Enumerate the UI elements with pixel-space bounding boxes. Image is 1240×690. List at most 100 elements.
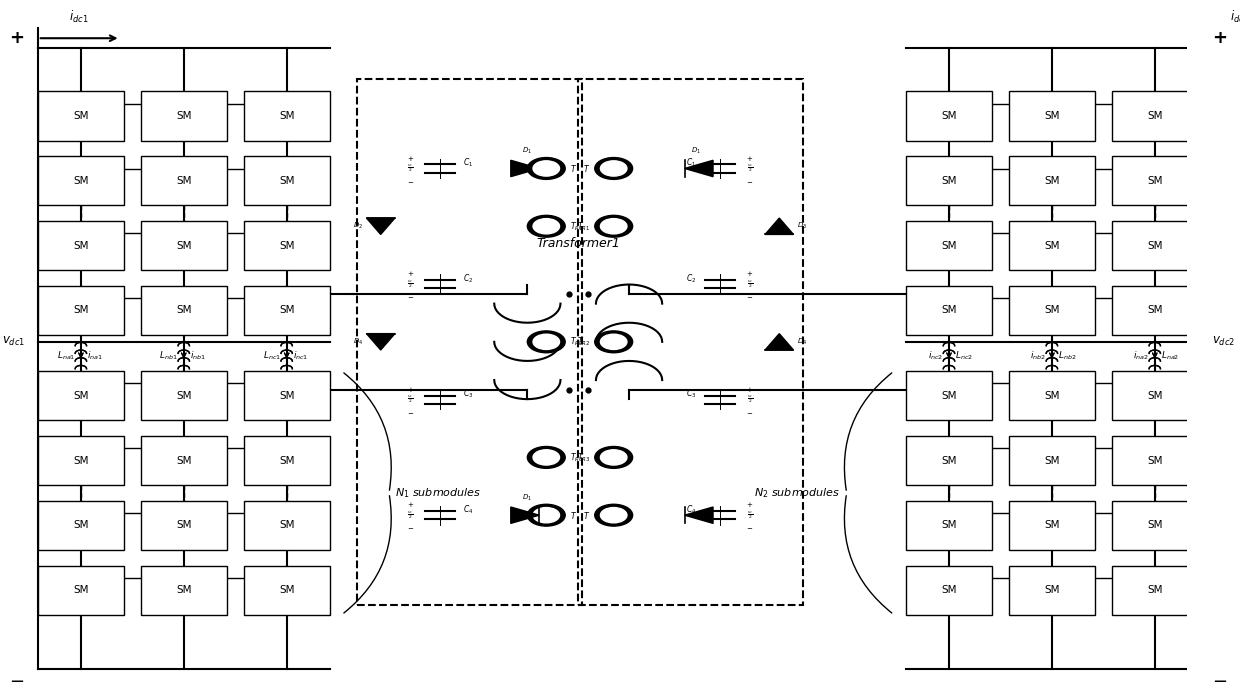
Text: $i_{na1}$: $i_{na1}$ bbox=[87, 349, 103, 362]
Polygon shape bbox=[684, 507, 713, 524]
Text: $T_{R2}$: $T_{R2}$ bbox=[570, 335, 583, 348]
Bar bbox=[1008, 221, 1095, 270]
Text: $+$: $+$ bbox=[407, 500, 414, 509]
Text: SM: SM bbox=[176, 455, 191, 466]
Text: $i_{pa2}$: $i_{pa2}$ bbox=[1133, 322, 1149, 335]
Text: $i_{pb2}$: $i_{pb2}$ bbox=[1030, 322, 1047, 335]
Text: $T_{R2}$: $T_{R2}$ bbox=[577, 335, 590, 348]
Polygon shape bbox=[367, 334, 394, 350]
Bar bbox=[1008, 156, 1095, 206]
Text: $i_{pb1}$: $i_{pb1}$ bbox=[190, 322, 206, 335]
Text: $T$: $T$ bbox=[570, 510, 577, 521]
Text: SM: SM bbox=[73, 241, 88, 250]
Text: $v_{dc1}$: $v_{dc1}$ bbox=[2, 335, 26, 348]
Text: $\frac{v_c}{2}$: $\frac{v_c}{2}$ bbox=[407, 163, 413, 174]
Text: SM: SM bbox=[279, 241, 294, 250]
Text: $-$: $-$ bbox=[1211, 671, 1226, 689]
Text: SM: SM bbox=[1044, 111, 1060, 121]
Text: $+$: $+$ bbox=[746, 385, 753, 394]
Text: SM: SM bbox=[279, 585, 294, 595]
Bar bbox=[37, 371, 124, 420]
Bar bbox=[1111, 371, 1198, 420]
Text: $i_{pc1}$: $i_{pc1}$ bbox=[293, 322, 308, 335]
Text: +: + bbox=[1211, 29, 1226, 47]
Bar bbox=[905, 221, 992, 270]
Polygon shape bbox=[511, 507, 539, 524]
Bar bbox=[1008, 501, 1095, 550]
Text: $T_{R3}$: $T_{R3}$ bbox=[570, 451, 583, 464]
Text: SM: SM bbox=[1147, 520, 1163, 531]
Text: $i_{nc1}$: $i_{nc1}$ bbox=[293, 349, 308, 362]
Text: $i_{pc2}$: $i_{pc2}$ bbox=[928, 322, 944, 335]
Bar bbox=[905, 156, 992, 206]
Text: SM: SM bbox=[941, 455, 957, 466]
Text: SM: SM bbox=[941, 241, 957, 250]
Text: SM: SM bbox=[176, 585, 191, 595]
Text: SM: SM bbox=[279, 520, 294, 531]
Text: SM: SM bbox=[73, 176, 88, 186]
Bar bbox=[1008, 371, 1095, 420]
Polygon shape bbox=[367, 218, 394, 235]
Bar bbox=[140, 221, 227, 270]
Text: $+$: $+$ bbox=[407, 385, 414, 394]
Text: $\frac{v_c}{2}$: $\frac{v_c}{2}$ bbox=[407, 278, 413, 290]
Text: SM: SM bbox=[279, 111, 294, 121]
Polygon shape bbox=[684, 160, 713, 177]
Text: $N_2$ submodules: $N_2$ submodules bbox=[754, 486, 841, 500]
Text: $i_{nb2}$: $i_{nb2}$ bbox=[1030, 349, 1047, 362]
Bar bbox=[243, 436, 330, 485]
Bar bbox=[905, 436, 992, 485]
Text: SM: SM bbox=[176, 176, 191, 186]
Text: $C_2$: $C_2$ bbox=[686, 273, 697, 285]
Text: SM: SM bbox=[176, 306, 191, 315]
Circle shape bbox=[527, 446, 565, 469]
Bar bbox=[243, 371, 330, 420]
Text: $T_{R1}$: $T_{R1}$ bbox=[577, 220, 590, 233]
Text: $L_{pa2}$: $L_{pa2}$ bbox=[1161, 322, 1179, 335]
Bar bbox=[1111, 286, 1198, 335]
Text: SM: SM bbox=[73, 391, 88, 401]
Bar bbox=[37, 501, 124, 550]
Text: +: + bbox=[9, 29, 24, 47]
Text: $+$: $+$ bbox=[746, 154, 753, 163]
Bar bbox=[140, 436, 227, 485]
Circle shape bbox=[527, 157, 565, 179]
Text: $L_{nc1}$: $L_{nc1}$ bbox=[263, 349, 280, 362]
Text: $-$: $-$ bbox=[746, 178, 753, 184]
Bar bbox=[905, 501, 992, 550]
Text: $-$: $-$ bbox=[746, 293, 753, 299]
Text: $L_{na1}$: $L_{na1}$ bbox=[57, 349, 74, 362]
Text: SM: SM bbox=[941, 306, 957, 315]
Bar bbox=[37, 221, 124, 270]
Text: SM: SM bbox=[1147, 391, 1163, 401]
Bar bbox=[1111, 566, 1198, 615]
Text: $+$: $+$ bbox=[746, 269, 753, 278]
Bar bbox=[243, 566, 330, 615]
Bar bbox=[37, 286, 124, 335]
Bar bbox=[905, 286, 992, 335]
Text: SM: SM bbox=[176, 520, 191, 531]
Text: $i_{nc2}$: $i_{nc2}$ bbox=[928, 349, 944, 362]
Text: $-$: $-$ bbox=[407, 409, 414, 415]
Text: $C_4$: $C_4$ bbox=[464, 504, 474, 516]
Text: $v_{dc2}$: $v_{dc2}$ bbox=[1213, 335, 1235, 348]
Text: $i_{dc1}$: $i_{dc1}$ bbox=[69, 8, 89, 25]
Text: $L_{nb2}$: $L_{nb2}$ bbox=[1058, 349, 1076, 362]
Bar bbox=[37, 92, 124, 141]
Circle shape bbox=[533, 219, 559, 234]
Bar bbox=[243, 221, 330, 270]
Circle shape bbox=[527, 331, 565, 353]
Bar bbox=[37, 436, 124, 485]
Circle shape bbox=[533, 508, 559, 523]
Text: $-$: $-$ bbox=[407, 293, 414, 299]
Text: SM: SM bbox=[1147, 306, 1163, 315]
Bar bbox=[578, 79, 804, 604]
Text: $-$: $-$ bbox=[407, 524, 414, 531]
Circle shape bbox=[600, 450, 627, 465]
Text: $-$: $-$ bbox=[746, 409, 753, 415]
Text: $L_{pc1}$: $L_{pc1}$ bbox=[263, 322, 280, 335]
Circle shape bbox=[600, 219, 627, 234]
Bar bbox=[357, 79, 582, 604]
Text: SM: SM bbox=[1044, 176, 1060, 186]
Bar bbox=[140, 156, 227, 206]
